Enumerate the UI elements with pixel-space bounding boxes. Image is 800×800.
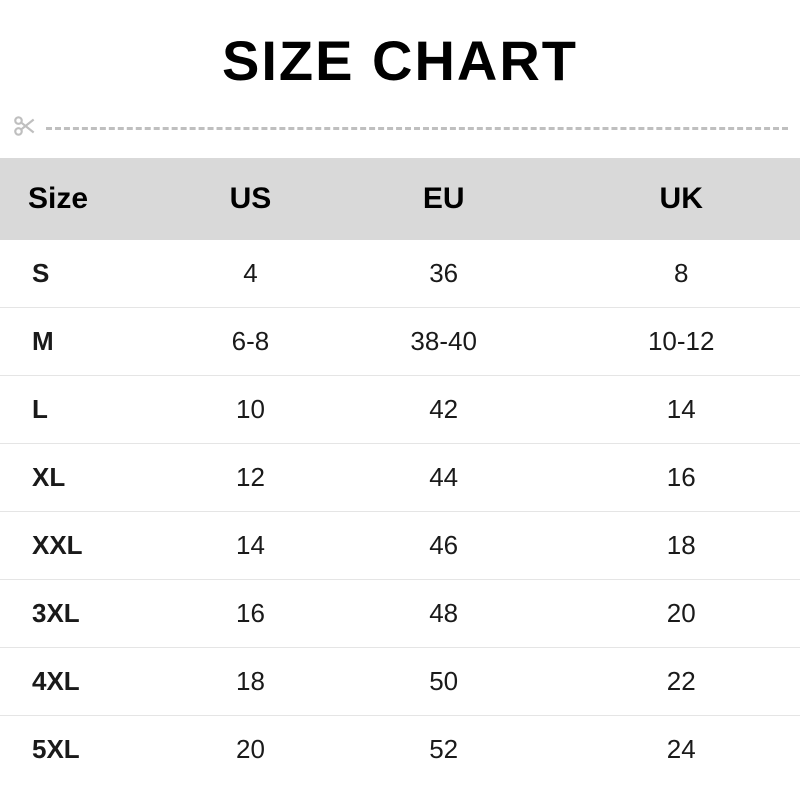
- cell-uk: 24: [562, 716, 800, 784]
- cell-size: S: [0, 240, 176, 308]
- cell-us: 16: [176, 580, 325, 648]
- cell-eu: 50: [325, 648, 563, 716]
- cell-us: 4: [176, 240, 325, 308]
- cell-us: 10: [176, 376, 325, 444]
- cell-eu: 52: [325, 716, 563, 784]
- cut-divider: [0, 113, 800, 158]
- table-row: S 4 36 8: [0, 240, 800, 308]
- table-row: 5XL 20 52 24: [0, 716, 800, 784]
- col-header-uk: UK: [562, 158, 800, 240]
- cell-uk: 18: [562, 512, 800, 580]
- cell-uk: 20: [562, 580, 800, 648]
- cell-size: XXL: [0, 512, 176, 580]
- cell-eu: 38-40: [325, 308, 563, 376]
- cell-size: 4XL: [0, 648, 176, 716]
- table-row: L 10 42 14: [0, 376, 800, 444]
- page-title: SIZE CHART: [0, 0, 800, 113]
- cell-us: 14: [176, 512, 325, 580]
- col-header-size: Size: [0, 158, 176, 240]
- cell-us: 12: [176, 444, 325, 512]
- cell-uk: 14: [562, 376, 800, 444]
- table-row: XL 12 44 16: [0, 444, 800, 512]
- cell-us: 6-8: [176, 308, 325, 376]
- cell-eu: 36: [325, 240, 563, 308]
- cell-uk: 22: [562, 648, 800, 716]
- cell-size: XL: [0, 444, 176, 512]
- cell-uk: 8: [562, 240, 800, 308]
- cell-eu: 46: [325, 512, 563, 580]
- scissors-icon: [12, 113, 38, 144]
- cell-us: 18: [176, 648, 325, 716]
- col-header-eu: EU: [325, 158, 563, 240]
- cell-size: 5XL: [0, 716, 176, 784]
- dashed-line: [46, 127, 788, 130]
- cell-uk: 10-12: [562, 308, 800, 376]
- size-table: Size US EU UK S 4 36 8 M 6-8 38-40 10-12…: [0, 158, 800, 783]
- cell-size: L: [0, 376, 176, 444]
- size-chart-container: SIZE CHART Size US EU UK S 4 36: [0, 0, 800, 783]
- cell-size: M: [0, 308, 176, 376]
- cell-eu: 44: [325, 444, 563, 512]
- cell-size: 3XL: [0, 580, 176, 648]
- cell-eu: 42: [325, 376, 563, 444]
- cell-us: 20: [176, 716, 325, 784]
- table-row: 4XL 18 50 22: [0, 648, 800, 716]
- table-body: S 4 36 8 M 6-8 38-40 10-12 L 10 42 14 XL…: [0, 240, 800, 783]
- cell-uk: 16: [562, 444, 800, 512]
- table-row: 3XL 16 48 20: [0, 580, 800, 648]
- table-row: M 6-8 38-40 10-12: [0, 308, 800, 376]
- col-header-us: US: [176, 158, 325, 240]
- table-row: XXL 14 46 18: [0, 512, 800, 580]
- cell-eu: 48: [325, 580, 563, 648]
- table-header-row: Size US EU UK: [0, 158, 800, 240]
